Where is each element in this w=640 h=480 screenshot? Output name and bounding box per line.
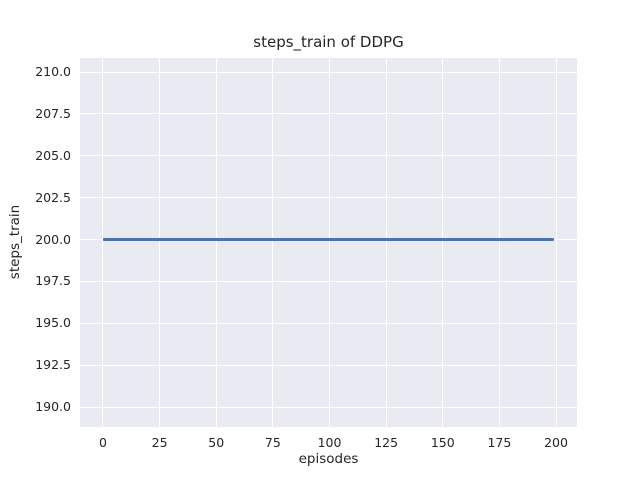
y-gridline xyxy=(80,406,577,408)
y-gridline xyxy=(80,364,577,366)
y-tick-label: 192.5 xyxy=(35,357,71,373)
y-tick-label: 210.0 xyxy=(35,64,71,80)
y-tick-label: 190.0 xyxy=(35,399,71,415)
x-tick-label: 75 xyxy=(264,435,281,450)
x-tick-label: 25 xyxy=(151,435,168,450)
x-gridline xyxy=(498,58,500,427)
x-gridline xyxy=(102,58,104,427)
y-tick-label: 197.5 xyxy=(35,273,71,289)
x-tick-label: 125 xyxy=(374,435,399,450)
y-gridline xyxy=(80,155,577,157)
data-line-steps_train xyxy=(102,238,554,241)
y-gridline xyxy=(80,113,577,115)
x-gridline xyxy=(555,58,557,427)
x-gridline xyxy=(329,58,331,427)
plot-area xyxy=(80,58,577,427)
x-gridline xyxy=(159,58,161,427)
x-tick-label: 175 xyxy=(487,435,512,450)
y-gridline xyxy=(80,322,577,324)
x-tick-label: 200 xyxy=(544,435,568,450)
y-tick-label: 202.5 xyxy=(35,189,71,205)
x-tick-label: 0 xyxy=(99,435,107,450)
y-gridline xyxy=(80,197,577,199)
y-gridline xyxy=(80,280,577,282)
x-gridline xyxy=(385,58,387,427)
x-gridline xyxy=(442,58,444,427)
x-tick-label: 100 xyxy=(317,435,342,450)
y-gridline xyxy=(80,71,577,73)
chart-title: steps_train of DDPG xyxy=(253,33,404,51)
x-gridline xyxy=(215,58,217,427)
x-gridline xyxy=(272,58,274,427)
y-tick-label: 195.0 xyxy=(35,315,71,331)
y-tick-label: 205.0 xyxy=(35,147,71,163)
x-tick-label: 50 xyxy=(208,435,225,450)
x-axis-label: episodes xyxy=(298,451,359,467)
y-tick-label: 200.0 xyxy=(35,231,71,247)
y-tick-label: 207.5 xyxy=(35,105,71,121)
x-tick-label: 150 xyxy=(430,435,455,450)
